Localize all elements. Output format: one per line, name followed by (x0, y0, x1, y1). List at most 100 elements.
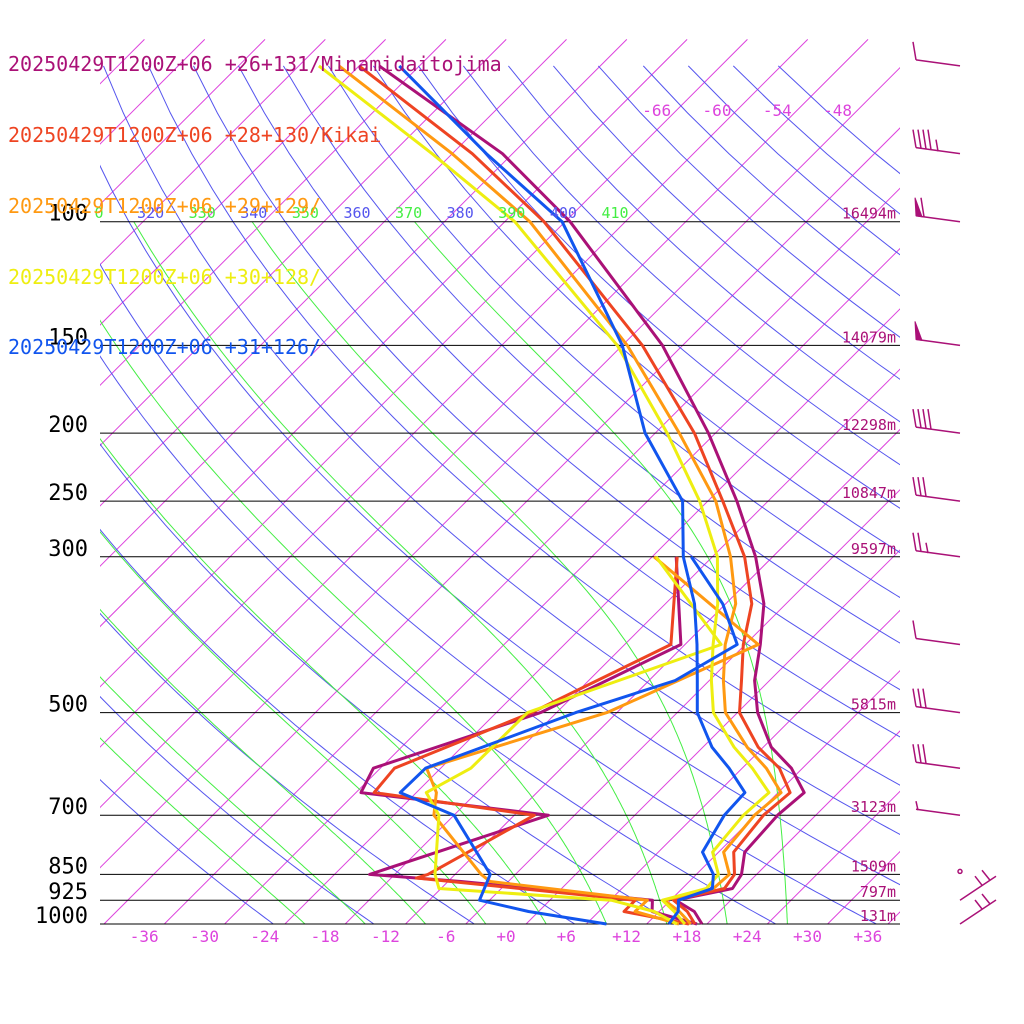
legend-entry-29n-129e: 20250429T1200Z+06 +29+129/ (8, 193, 322, 218)
dry-adiabat-line (100, 779, 274, 924)
wind-barb-staff (915, 637, 961, 646)
wind-barb-half-flag (925, 542, 929, 554)
isotherm-line (827, 850, 900, 924)
wind-barb-staff (915, 550, 961, 558)
dry-adiabat-line (103, 65, 900, 836)
isotherm-line (766, 790, 900, 924)
temperature-tick-label: +18 (672, 927, 701, 946)
dry-adiabat-line (777, 65, 900, 175)
series-4-dewpoint-line (398, 555, 739, 926)
wind-barb-flag (981, 869, 991, 881)
height-label: 5815m (851, 696, 896, 714)
wind-barb-staff (915, 761, 961, 769)
wind-barb-pennant (914, 197, 923, 218)
series-0-dewpoint-line (359, 556, 698, 926)
wind-barb-flag (922, 129, 927, 150)
dry-adiabat-line (238, 65, 900, 691)
wind-barb-flag (920, 197, 925, 217)
isotherm-line (224, 247, 900, 924)
pressure-tick-label: 150 (48, 325, 88, 350)
isobar-lines (100, 221, 900, 925)
height-label: 10847m (842, 484, 896, 502)
isotherm-line (103, 127, 900, 924)
pressure-tick-label: 850 (48, 854, 88, 879)
wind-barb-flag (974, 899, 983, 910)
temperature-tick-label: -6 (436, 927, 455, 946)
height-label: 12298m (842, 416, 896, 434)
pressure-tick-label: 1000 (35, 904, 88, 929)
temperature-tick-label: +0 (496, 927, 515, 946)
wind-barb-flag (912, 41, 917, 61)
wind-barb-flag (981, 893, 991, 905)
wind-barb-flag (917, 129, 922, 149)
pressure-tick-label: 100 (48, 202, 88, 227)
isotherm-line (100, 39, 386, 326)
dry-adiabat-line (100, 528, 576, 924)
series-legend: 20250429T1200Z+06 +26+131/Minamidaitojim… (8, 6, 502, 384)
wind-barb-flag (912, 620, 917, 639)
wind-barb-staff (915, 59, 961, 67)
pressure-tick-label: 500 (48, 693, 88, 718)
series-1-temperature-line (358, 64, 792, 925)
legend-entry-30n-128e: 20250429T1200Z+06 +30+128/ (8, 264, 322, 289)
height-label: 14079m (842, 328, 896, 346)
theta-label: 320 (137, 204, 164, 222)
dry-adiabat-line (417, 65, 900, 509)
isotherm-line (100, 39, 809, 748)
isotherm-label: -54 (763, 101, 792, 120)
legend-entry-31n-126e: 20250429T1200Z+06 +31+126/ (8, 335, 322, 360)
wind-barb-half-flag (915, 801, 919, 811)
pressure-tick-label: 200 (48, 413, 88, 438)
wind-barb-staff (915, 494, 961, 502)
wind-barb-staff (915, 426, 961, 434)
dry-adiabat-line (100, 164, 900, 886)
wind-barb-pennant (914, 321, 923, 342)
wind-barbs (912, 41, 997, 925)
temperature-tick-label: -30 (190, 927, 219, 946)
temperature-tick-label: +36 (853, 927, 882, 946)
wind-barb-flag (912, 408, 917, 428)
isotherm-line (100, 39, 688, 628)
wind-barb-staff (915, 214, 961, 223)
height-label: 9597m (851, 540, 896, 558)
isotherm-line (100, 66, 900, 869)
series-3-dewpoint-line (424, 555, 723, 926)
wind-barb-flag (917, 477, 922, 496)
dry-adiabat-line (193, 65, 900, 738)
temperature-tick-label: +12 (612, 927, 641, 946)
isotherm-line (706, 730, 900, 924)
series-1-dewpoint-line (372, 556, 690, 926)
wind-barb-flag (917, 744, 922, 763)
isotherm-line (405, 428, 900, 924)
dry-adiabat-lines (100, 65, 900, 924)
dry-adiabat-line (282, 65, 900, 644)
theta-label: 0 (94, 204, 103, 222)
wind-barb-staff (915, 338, 961, 347)
pressure-tick-label: 250 (48, 481, 88, 506)
series-2-dewpoint-line (425, 555, 760, 926)
series-4-temperature-line (398, 64, 747, 925)
temperature-tick-label: +6 (557, 927, 576, 946)
sounding-profiles (317, 64, 806, 926)
pressure-tick-label: 925 (48, 880, 88, 905)
wind-barb-flag (922, 409, 927, 429)
height-label: 131m (860, 907, 896, 925)
series-2-temperature-line (338, 64, 783, 926)
wind-barb-flag (922, 477, 927, 497)
theta-label: 330 (189, 204, 216, 222)
height-label: 3123m (851, 798, 896, 816)
theta-label: 380 (447, 204, 474, 222)
temperature-tick-label: -12 (371, 927, 400, 946)
wind-barb-staff (915, 808, 961, 816)
dry-adiabat-line (148, 65, 900, 786)
legend-entry-kikai: 20250429T1200Z+06 +28+130/Kikai (8, 122, 382, 147)
isotherm-line (100, 39, 628, 567)
dry-adiabat-line (100, 612, 475, 924)
theta-label: 340 (240, 204, 267, 222)
dry-adiabat-line (327, 65, 900, 599)
isotherm-line (100, 39, 326, 266)
wind-barb-calm (957, 868, 963, 875)
wind-barb-flag (917, 409, 922, 428)
height-label: 1509m (851, 857, 896, 875)
temperature-tick-label: +30 (793, 927, 822, 946)
